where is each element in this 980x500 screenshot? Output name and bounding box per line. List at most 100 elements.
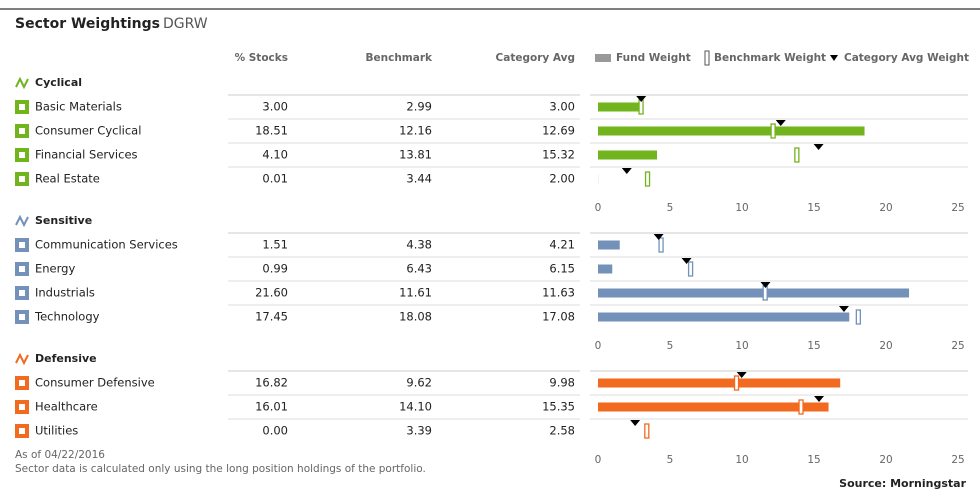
fund-bar bbox=[598, 126, 865, 136]
sector-icon-glyph bbox=[19, 104, 25, 110]
column-header: Category Avg bbox=[496, 52, 575, 64]
group-icon bbox=[15, 76, 29, 90]
category-marker bbox=[653, 234, 664, 240]
cell-value: 2.58 bbox=[549, 424, 575, 438]
category-marker bbox=[760, 282, 771, 288]
cell-value: 14.10 bbox=[399, 400, 432, 414]
fund-bar bbox=[598, 264, 613, 274]
x-tick-label: 15 bbox=[807, 340, 820, 352]
group-name: Cyclical bbox=[35, 76, 82, 89]
cell-value: 11.61 bbox=[399, 286, 432, 300]
cell-value: 0.01 bbox=[262, 172, 288, 186]
sector-icon-glyph bbox=[19, 128, 25, 134]
x-tick-label: 25 bbox=[951, 340, 964, 352]
sector-icon-glyph bbox=[19, 290, 25, 296]
x-tick-label: 25 bbox=[951, 202, 964, 214]
x-tick-label: 0 bbox=[595, 454, 602, 466]
x-tick-label: 10 bbox=[735, 202, 748, 214]
group-name: Defensive bbox=[35, 352, 97, 365]
cell-value: 4.10 bbox=[262, 148, 288, 162]
sector-name: Real Estate bbox=[35, 172, 100, 186]
cell-value: 17.08 bbox=[542, 310, 575, 324]
ticker: DGRW bbox=[163, 16, 208, 32]
legend-label: Benchmark Weight bbox=[714, 52, 826, 64]
sector-name: Financial Services bbox=[35, 148, 138, 162]
legend-label: Fund Weight bbox=[616, 52, 691, 64]
fund-bar bbox=[598, 312, 850, 322]
cell-value: 12.69 bbox=[542, 124, 575, 138]
x-tick-label: 15 bbox=[807, 454, 820, 466]
cell-value: 4.38 bbox=[406, 238, 432, 252]
sector-name: Energy bbox=[35, 262, 75, 276]
benchmark-marker bbox=[855, 309, 862, 325]
benchmark-marker bbox=[794, 147, 800, 163]
cell-value: 3.44 bbox=[406, 172, 432, 186]
cell-value: 3.00 bbox=[549, 100, 575, 114]
benchmark-marker bbox=[733, 375, 740, 391]
cell-value: 18.51 bbox=[255, 124, 288, 138]
cell-value: 21.60 bbox=[255, 286, 288, 300]
cell-value: 15.35 bbox=[542, 400, 575, 414]
source: Source: Morningstar bbox=[839, 477, 966, 490]
benchmark-marker bbox=[638, 99, 644, 115]
cell-value: 16.01 bbox=[255, 400, 288, 414]
cell-value: 2.99 bbox=[406, 100, 432, 114]
x-tick-label: 0 bbox=[595, 202, 602, 214]
cell-value: 9.62 bbox=[406, 376, 432, 390]
x-tick-label: 20 bbox=[879, 202, 892, 214]
category-marker bbox=[775, 120, 786, 126]
x-tick-label: 20 bbox=[879, 454, 892, 466]
cell-value: 0.00 bbox=[262, 424, 288, 438]
x-tick-label: 25 bbox=[951, 454, 964, 466]
x-tick-label: 5 bbox=[667, 454, 674, 466]
fund-bar bbox=[598, 240, 620, 250]
category-marker bbox=[681, 258, 692, 264]
cell-value: 12.16 bbox=[399, 124, 432, 138]
fund-bar bbox=[598, 402, 829, 412]
cell-value: 3.39 bbox=[406, 424, 432, 438]
group-icon bbox=[15, 214, 29, 228]
sector-icon-glyph bbox=[19, 404, 25, 410]
sector-name: Basic Materials bbox=[35, 100, 122, 114]
legend-label: Category Avg Weight bbox=[844, 52, 969, 64]
sector-name: Industrials bbox=[35, 286, 95, 300]
category-marker bbox=[838, 306, 849, 312]
sector-name: Technology bbox=[34, 310, 100, 324]
cell-value: 3.00 bbox=[262, 100, 288, 114]
sector-icon-glyph bbox=[19, 428, 25, 434]
footnote: Sector data is calculated only using the… bbox=[15, 463, 426, 475]
sector-icon-glyph bbox=[19, 152, 25, 158]
sector-name: Utilities bbox=[35, 424, 78, 438]
sector-icon-glyph bbox=[19, 380, 25, 386]
x-tick-label: 5 bbox=[667, 340, 674, 352]
cell-value: 9.98 bbox=[549, 376, 575, 390]
category-marker bbox=[621, 168, 632, 174]
sector-icon-glyph bbox=[19, 242, 25, 248]
benchmark-marker bbox=[658, 237, 664, 253]
column-header: Benchmark bbox=[366, 52, 434, 64]
cell-value: 1.51 bbox=[262, 238, 288, 252]
category-marker bbox=[636, 96, 647, 102]
fund-bar bbox=[598, 102, 642, 112]
group-icon bbox=[15, 352, 29, 366]
x-tick-label: 0 bbox=[595, 340, 602, 352]
column-header: % Stocks bbox=[235, 52, 288, 64]
footnote-date: As of 04/22/2016 bbox=[15, 449, 105, 461]
cell-value: 13.81 bbox=[399, 148, 432, 162]
cell-value: 2.00 bbox=[549, 172, 575, 186]
fund-bar bbox=[598, 288, 910, 298]
x-tick-label: 5 bbox=[667, 202, 674, 214]
cell-value: 6.43 bbox=[406, 262, 432, 276]
title: Sector Weightings bbox=[15, 16, 160, 32]
cell-value: 17.45 bbox=[255, 310, 288, 324]
sector-name: Consumer Defensive bbox=[35, 376, 155, 390]
category-marker bbox=[813, 144, 824, 150]
cell-value: 11.63 bbox=[542, 286, 575, 300]
x-tick-label: 10 bbox=[735, 454, 748, 466]
benchmark-marker bbox=[770, 123, 776, 139]
fund-bar bbox=[598, 378, 841, 388]
benchmark-marker bbox=[762, 285, 768, 301]
sector-name: Communication Services bbox=[35, 238, 178, 252]
benchmark-marker bbox=[644, 423, 650, 439]
